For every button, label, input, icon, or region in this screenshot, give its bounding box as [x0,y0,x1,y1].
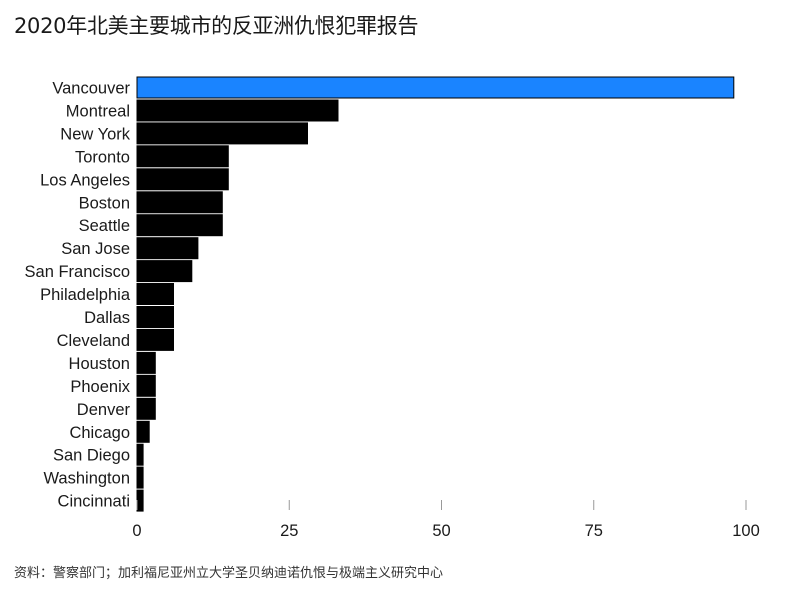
bar-phoenix [136,374,156,397]
category-label: Montreal [66,103,130,121]
bar-houston [136,351,156,374]
category-label: Los Angeles [40,171,130,189]
bar-chicago [136,420,150,443]
category-label: Houston [69,355,130,373]
x-tick-label: 100 [732,522,760,540]
bar-boston [136,191,223,214]
bar-dallas [136,306,174,328]
category-label: Dallas [84,309,130,327]
category-label: San Jose [61,240,130,258]
category-label: New York [60,125,130,143]
x-tick-label: 0 [132,522,141,540]
x-tick-label: 25 [280,522,298,540]
category-label: Philadelphia [40,286,131,304]
bar-los-angeles [136,168,229,191]
bar-montreal [136,99,339,122]
category-label: Phoenix [70,378,130,396]
bar-philadelphia [136,283,174,305]
bar-san-francisco [136,260,193,283]
category-label: Washington [43,470,130,488]
category-label: San Francisco [25,263,130,281]
category-label: Toronto [75,148,130,166]
x-tick-label: 75 [585,522,603,540]
bar-toronto [136,145,229,168]
bar-cincinnati [136,489,144,512]
bar-san-jose [136,237,199,260]
category-label: Denver [77,401,131,419]
bar-vancouver [136,76,735,99]
category-label: Vancouver [52,80,130,98]
category-label: Cincinnati [58,493,130,511]
bar-seattle [136,214,223,237]
bar-washington [136,466,144,489]
bar-san-diego [136,443,144,466]
bar-cleveland [136,328,174,351]
source-note: 资料：警察部门；加利福尼亚州立大学圣贝纳迪诺仇恨与极端主义研究中心 [14,566,444,581]
chart-title: 2020年北美主要城市的反亚洲仇恨犯罪报告 [14,14,419,38]
category-label: Chicago [69,424,130,442]
category-label: Cleveland [57,332,130,350]
bar-new-york [136,122,308,145]
category-label: Boston [79,194,130,212]
x-tick-label: 50 [432,522,450,540]
category-label: San Diego [53,447,130,465]
category-label: Seattle [79,217,130,235]
bar-denver [136,397,156,420]
